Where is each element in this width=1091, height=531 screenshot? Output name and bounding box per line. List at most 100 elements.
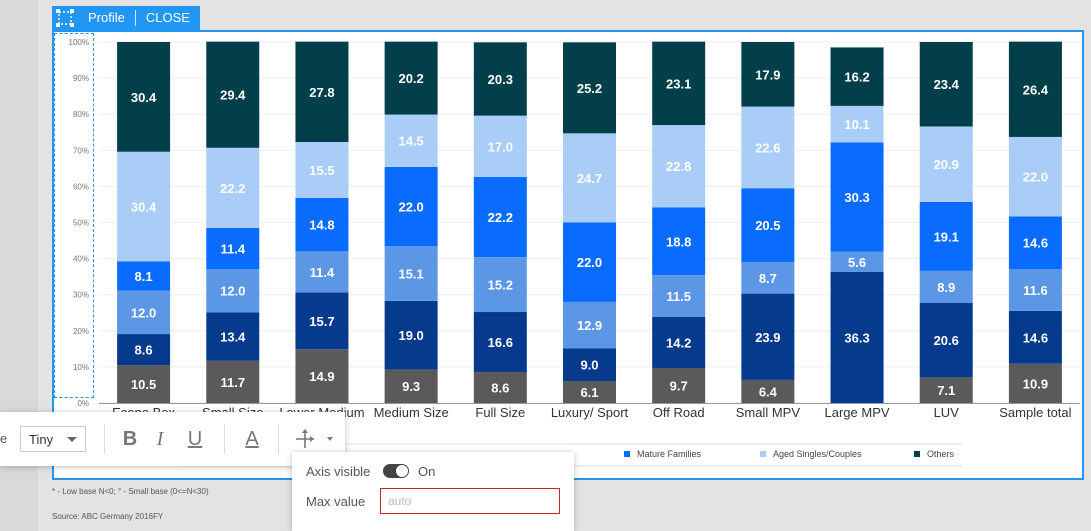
y-tick-label: 70% [73,146,89,155]
y-tick-label: 30% [73,291,89,300]
bar-segment [652,367,706,403]
bar-segment [919,303,973,378]
legend-label: Mature Families [637,449,702,459]
data-label: 30.4 [131,200,157,215]
bar-segment [384,166,438,247]
select-frame-icon[interactable] [52,6,78,30]
data-label: 17.9 [755,67,780,82]
bar-segment [830,142,884,252]
data-label: 11.5 [666,289,691,304]
element-toolbar: Profile CLOSE [52,6,200,30]
data-label: 8.7 [759,271,777,286]
data-label: 8.9 [937,280,955,295]
axis-settings-popup: Axis visible On Max value auto [292,452,574,531]
data-label: 20.3 [488,72,513,87]
bar-segment [1008,310,1062,364]
bar-segment [117,151,171,262]
bar-segment [652,275,706,317]
data-label: 14.5 [398,134,423,149]
bar-segment [384,369,438,403]
data-label: 5.6 [848,255,866,270]
bar-segment [563,380,616,403]
bar-segment [919,126,973,202]
toolbar-divider [134,10,136,26]
y-tick-label: 40% [73,255,89,264]
data-label: 26.4 [1023,82,1049,97]
bar-segment [830,271,884,403]
legend-swatch [760,451,766,457]
size-label: e [0,431,8,446]
data-label: 20.9 [934,157,959,172]
data-label: 20.2 [398,71,423,86]
data-label: 11.4 [220,241,245,256]
data-label: 23.4 [934,77,960,92]
data-label: 16.2 [844,70,869,85]
bar-segment [652,125,706,208]
bar-segment [117,42,171,152]
data-label: 16.6 [488,335,513,350]
bar-segment [117,365,171,403]
y-tick-label: 100% [69,38,89,47]
bar-segment [117,334,171,366]
bar-segment [741,262,795,294]
data-label: 22.2 [220,181,245,196]
data-label: 15.7 [309,314,334,329]
data-label: 18.8 [666,234,691,249]
font-size-value: Tiny [29,431,54,447]
data-label: 14.6 [1023,330,1048,345]
data-label: 20.6 [934,333,959,348]
bar-segment [830,251,884,272]
data-label: 22.0 [398,200,423,215]
data-label: 9.0 [580,358,598,373]
bar-segment [384,246,438,301]
data-label: 19.0 [398,328,423,343]
bar-segment [741,293,795,380]
data-label: 19.1 [934,229,959,244]
bar-segment [919,270,973,304]
bar-segment [473,42,527,116]
data-label: 15.2 [488,278,513,293]
x-tick-label: Large MPV [825,405,890,420]
y-axis-selection[interactable] [54,33,94,398]
bar-segment [1008,41,1062,137]
bar-segment [473,115,527,178]
bar-segment [563,301,616,349]
y-tick-label: 0% [77,399,89,408]
x-tick-label: Full Size [475,405,525,420]
bar-segment [384,41,438,115]
axis-visible-toggle[interactable] [383,464,409,478]
font-color-button[interactable]: A [245,427,259,450]
italic-button[interactable]: I [156,427,164,450]
data-label: 22.0 [577,255,602,270]
underline-button[interactable]: U [187,427,203,450]
data-label: 25.2 [577,81,602,96]
legend-item-mature-families: Mature Families [624,449,701,459]
close-button[interactable]: CLOSE [145,10,190,25]
bar-segment [830,47,884,106]
axis-visible-label: Axis visible [306,464,371,479]
bar-segment [295,197,349,252]
bar-segment [652,316,706,368]
x-tick-label: LUV [934,405,960,420]
data-label: 24.7 [577,171,602,186]
y-tick-label: 60% [73,182,89,191]
y-tick-label: 50% [73,219,89,228]
bar-segment [741,379,795,403]
data-label: 12.9 [577,318,602,333]
axis-settings-button[interactable] [292,426,338,452]
max-value-input[interactable]: auto [380,488,560,514]
bar-segment [919,42,973,127]
profile-button[interactable]: Profile [88,10,125,25]
data-label: 27.8 [309,85,334,100]
axis-visible-state: On [418,464,436,479]
y-tick-label: 10% [73,363,89,372]
toolbar-divider [104,424,105,454]
x-tick-label: Small MPV [736,405,801,420]
x-tick-label: Off Road [653,405,705,420]
data-label: 14.9 [309,369,334,384]
font-size-select[interactable]: Tiny [20,426,86,452]
data-label: 30.3 [844,190,869,205]
bold-button[interactable]: B [122,427,138,450]
chevron-down-icon [67,437,77,442]
data-label: 8.6 [491,380,509,395]
